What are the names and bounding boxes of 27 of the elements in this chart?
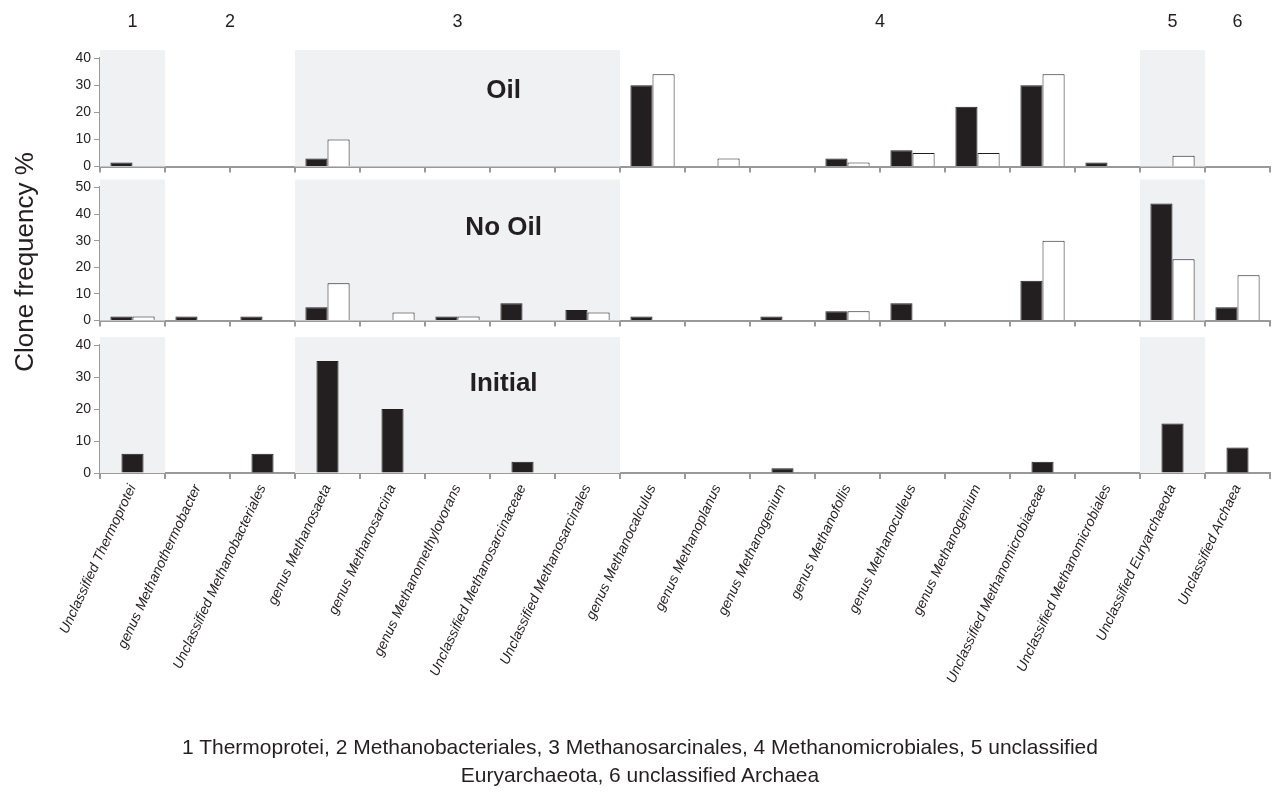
y-tick-label: 10 [75, 431, 92, 448]
y-tick-label: 50 [75, 178, 92, 195]
text: Oil [486, 73, 521, 104]
y-tick-label: 40 [75, 204, 92, 221]
y-tick-label: 10 [75, 130, 92, 147]
text: 1 Thermoprotei, 2 Methanobacteriales, 3 Methanosarcinales, 4 Methanomicrobiales, 5 unclassified Euryarchaeota, 6 unclassified Archaea [181, 734, 1099, 788]
y-tick-label: 0 [83, 311, 92, 328]
text: Initial [469, 366, 538, 397]
text: 5 [1167, 10, 1178, 31]
y-tick-label: 0 [83, 157, 92, 174]
y-tick-label: 30 [75, 367, 92, 384]
y-tick-label: 30 [75, 76, 92, 93]
y-tick-label: 40 [75, 48, 92, 65]
text: 1 [127, 10, 138, 31]
y-tick-label: 20 [75, 103, 92, 120]
text: 3 [452, 10, 463, 31]
y-tick-label: 40 [75, 335, 92, 352]
y-tick-label: 30 [75, 231, 92, 248]
text: No Oil [465, 210, 542, 241]
y-tick-label: 20 [75, 258, 92, 275]
y-tick-label: 0 [83, 463, 92, 480]
y-tick-label: 10 [75, 284, 92, 301]
y-tick-label: 20 [75, 399, 92, 416]
y-axis-title: Clone frequency % [8, 152, 40, 372]
text: 4 [874, 10, 886, 31]
text: 6 [1232, 10, 1243, 31]
text: 2 [224, 10, 236, 31]
